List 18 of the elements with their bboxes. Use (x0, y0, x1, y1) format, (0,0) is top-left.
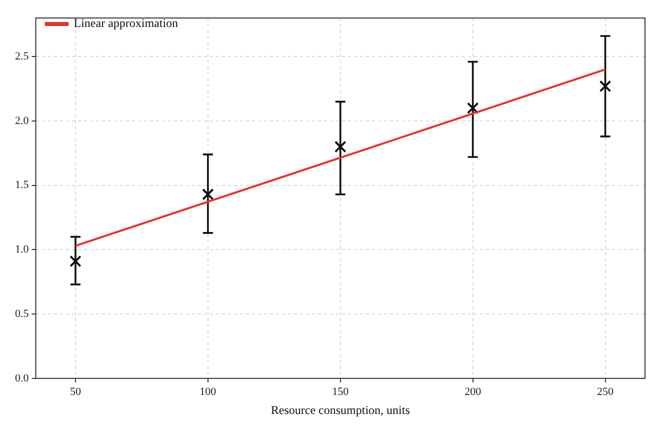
legend-label: Linear approximation (74, 16, 178, 30)
x-tick-label: 150 (332, 386, 350, 398)
point (334, 140, 346, 153)
y-tick-label: 1.5 (15, 179, 30, 192)
x-tick-label: 100 (200, 386, 217, 398)
point (70, 255, 82, 268)
x-tick-label: 250 (597, 386, 614, 398)
y-tick-label: 2.0 (15, 114, 30, 127)
x-tick-label: 200 (464, 386, 482, 398)
y-tick-label: 1.0 (15, 244, 30, 256)
x-axis-title: Resource consumption, units (270, 402, 410, 417)
point (599, 80, 612, 92)
point (202, 188, 214, 200)
point (466, 102, 479, 114)
x-tick-label: 50 (70, 386, 82, 398)
y-tick-label: 0.0 (15, 372, 30, 384)
y-tick-label: 2.5 (15, 50, 30, 63)
y-tick-label: 0.5 (15, 308, 30, 320)
